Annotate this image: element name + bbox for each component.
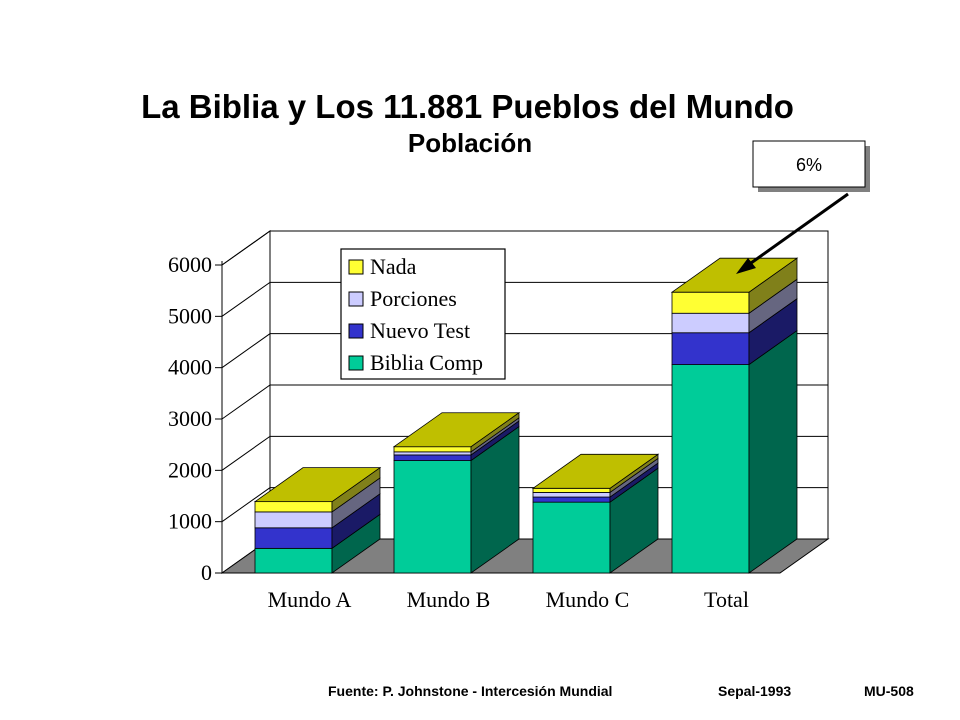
legend-label: Nada bbox=[370, 254, 417, 279]
chart-bars bbox=[253, 257, 799, 574]
legend-label: Porciones bbox=[370, 286, 457, 311]
footer-code: MU-508 bbox=[864, 683, 914, 699]
legend-label: Biblia Comp bbox=[370, 350, 483, 375]
footer-source: Fuente: P. Johnstone - Intercesión Mundi… bbox=[328, 683, 613, 699]
bar-stack-total bbox=[670, 257, 799, 574]
bar-segment-side bbox=[748, 329, 798, 574]
legend-swatch bbox=[348, 323, 364, 339]
callout-arrow-line bbox=[743, 192, 849, 270]
bar-segment bbox=[532, 492, 611, 498]
callout-label: 6% bbox=[796, 155, 822, 175]
chart-subtitle: Población bbox=[407, 128, 533, 158]
bar-segment bbox=[393, 460, 472, 574]
chart-title: La Biblia y Los 11.881 Pueblos del Mundo bbox=[141, 88, 794, 125]
callout: 6% bbox=[736, 140, 870, 274]
x-tick-label: Mundo B bbox=[407, 587, 491, 612]
bar-segment bbox=[671, 312, 750, 334]
bar-top bbox=[670, 257, 799, 293]
gridline bbox=[221, 281, 828, 317]
y-tick-label: 4000 bbox=[168, 355, 212, 380]
gridline bbox=[221, 230, 828, 266]
bar-segment bbox=[254, 501, 333, 513]
bar-segment bbox=[671, 291, 750, 314]
bar-segment bbox=[254, 511, 333, 529]
bar-segment bbox=[254, 527, 333, 549]
x-axis: Mundo A Mundo B Mundo C Total bbox=[268, 587, 749, 612]
bar-segment bbox=[393, 446, 472, 453]
bar-segment bbox=[393, 451, 472, 456]
bar-stack-mundo-c bbox=[531, 453, 660, 574]
legend-box bbox=[340, 248, 506, 380]
y-tick-label: 5000 bbox=[168, 303, 212, 328]
bar-segment bbox=[393, 454, 472, 461]
bar-segment bbox=[254, 547, 333, 574]
legend-swatch bbox=[348, 291, 364, 307]
y-tick-label: 0 bbox=[201, 560, 212, 585]
bar-top bbox=[531, 453, 660, 489]
y-axis: 0 1000 2000 3000 4000 5000 6000 bbox=[168, 252, 223, 585]
legend-swatch bbox=[348, 355, 364, 371]
bar-segment bbox=[532, 487, 611, 493]
bar-top bbox=[392, 412, 521, 448]
y-tick-label: 1000 bbox=[168, 509, 212, 534]
bar-segment bbox=[532, 496, 611, 503]
x-tick-label: Mundo C bbox=[546, 587, 630, 612]
x-tick-label: Mundo A bbox=[268, 587, 352, 612]
bar-stack-mundo-a bbox=[253, 466, 382, 574]
y-tick-label: 2000 bbox=[168, 457, 212, 482]
gridline bbox=[221, 333, 828, 369]
legend-swatch bbox=[348, 259, 364, 275]
callout-box bbox=[752, 140, 866, 188]
gridline bbox=[221, 435, 828, 471]
legend-label: Nuevo Test bbox=[370, 318, 470, 343]
y-tick-label: 6000 bbox=[168, 252, 212, 277]
callout-arrow-head bbox=[736, 258, 756, 274]
bar-top bbox=[253, 467, 382, 503]
bar-stack-mundo-b bbox=[392, 411, 521, 574]
y-tick-label: 3000 bbox=[168, 406, 212, 431]
gridline bbox=[221, 384, 828, 420]
bar-segment bbox=[671, 364, 750, 574]
bar-segment bbox=[532, 501, 611, 574]
x-tick-label: Total bbox=[704, 587, 749, 612]
footer-date: Sepal-1993 bbox=[718, 683, 792, 699]
legend: Nada Porciones Nuevo Test Biblia Comp bbox=[340, 248, 506, 380]
footer: Fuente: P. Johnstone - Intercesión Mundi… bbox=[0, 683, 960, 703]
bar-segment bbox=[671, 332, 750, 365]
